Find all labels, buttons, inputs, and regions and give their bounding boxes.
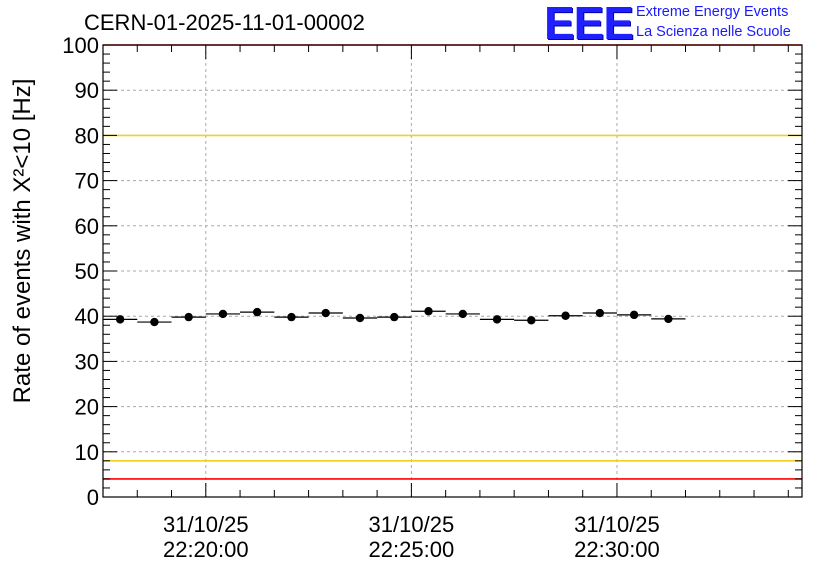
y-tick-label: 60: [75, 214, 99, 239]
data-point: [218, 309, 228, 319]
y-tick-label: 80: [75, 123, 99, 148]
data-point: [424, 307, 433, 316]
x-tick-label-time: 22:25:00: [369, 537, 455, 562]
data-point: [458, 309, 467, 319]
x-tick-label-time: 22:20:00: [163, 537, 249, 562]
data-point: [595, 308, 605, 318]
x-tick-label-date: 31/10/25: [369, 512, 455, 537]
data-point: [390, 312, 399, 322]
data-point: [115, 315, 125, 324]
x-tick-label-date: 31/10/25: [574, 512, 660, 537]
data-point: [664, 314, 673, 324]
data-point: [629, 310, 639, 320]
data-point: [321, 308, 330, 318]
y-tick-label: 90: [75, 78, 99, 103]
y-tick-label: 20: [75, 395, 99, 420]
chart-title: CERN-01-2025-11-01-00002: [84, 10, 365, 35]
y-tick-label: 10: [75, 440, 99, 465]
y-tick-label: 0: [87, 485, 99, 510]
y-axis-title: Rate of events with X²<10 [Hz]: [9, 79, 36, 404]
y-tick-label: 30: [75, 349, 99, 374]
data-point: [561, 311, 570, 320]
y-tick-label: 100: [62, 33, 99, 58]
logo-tagline-2: La Scienza nelle Scuole: [636, 24, 791, 40]
data-point: [150, 317, 159, 327]
y-tick-label: 40: [75, 304, 99, 329]
data-point: [492, 315, 502, 324]
x-tick-label-date: 31/10/25: [163, 512, 249, 537]
x-tick-label-time: 22:30:00: [574, 537, 660, 562]
data-point: [355, 313, 365, 323]
logo-tagline-1: Extreme Energy Events: [636, 4, 789, 20]
data-point: [287, 312, 296, 322]
data-point: [527, 316, 536, 325]
y-tick-label: 50: [75, 259, 99, 284]
y-tick-label: 70: [75, 169, 99, 194]
data-point: [184, 312, 193, 322]
eee-logo: EEE: [544, 0, 634, 49]
data-point: [252, 307, 262, 317]
